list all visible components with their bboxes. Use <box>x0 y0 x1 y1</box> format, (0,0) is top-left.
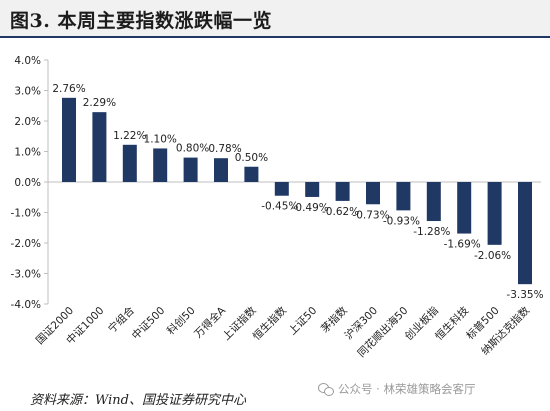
data-label: 1.22% <box>113 130 146 142</box>
data-label: -0.49% <box>292 202 329 214</box>
bar <box>366 182 380 205</box>
data-label: 0.80% <box>176 143 209 155</box>
bar <box>274 182 289 196</box>
y-tick-label: 0.0% <box>14 177 41 189</box>
y-tick-label: -4.0% <box>11 299 41 311</box>
data-label: 0.50% <box>235 152 268 164</box>
bar <box>518 182 532 285</box>
watermark: 公众号 · 林荣雄策略会客厅 <box>318 381 475 397</box>
category-label: 恒生科技 <box>432 304 471 343</box>
y-tick-label: 1.0% <box>14 147 41 159</box>
data-label: 1.10% <box>144 133 177 145</box>
y-tick-label: 3.0% <box>14 86 41 98</box>
figure-title: 图3. 本周主要指数涨跌幅一览 <box>10 10 272 32</box>
bar <box>153 148 168 182</box>
y-tick-label: 4.0% <box>14 55 41 67</box>
y-tick-label: -3.0% <box>11 269 41 281</box>
data-label: -0.45% <box>261 201 298 213</box>
data-label: -0.62% <box>322 206 359 218</box>
bar <box>426 182 441 222</box>
bar <box>305 182 320 197</box>
source-note: 资料来源：Wind、国投证券研究中心 <box>30 393 246 408</box>
data-label: -3.35% <box>506 289 543 301</box>
data-label: -1.28% <box>413 226 450 238</box>
data-label: 2.76% <box>52 83 85 95</box>
bar <box>457 182 472 234</box>
y-tick-label: -2.0% <box>11 238 41 250</box>
bar <box>335 182 350 201</box>
data-label: 2.29% <box>83 97 116 109</box>
wechat-icon <box>318 382 334 396</box>
category-label: 中证500 <box>129 304 167 342</box>
watermark-text: 公众号 · 林荣雄策略会客厅 <box>338 382 476 396</box>
bar <box>396 182 411 211</box>
data-label: -0.73% <box>352 209 389 221</box>
bar <box>487 182 502 245</box>
bar <box>92 112 107 182</box>
bar <box>183 157 198 182</box>
bar <box>62 97 76 182</box>
header-rule <box>0 36 550 38</box>
figure-header: 图3. 本周主要指数涨跌幅一览 <box>0 0 550 38</box>
y-tick-label: 2.0% <box>14 116 41 128</box>
bar <box>122 144 137 182</box>
data-label: -1.69% <box>444 239 481 251</box>
bar <box>244 166 259 182</box>
data-label: 0.78% <box>208 143 241 155</box>
bar <box>214 158 228 182</box>
category-label: 上证50 <box>287 305 320 338</box>
y-tick-label: -1.0% <box>11 208 41 220</box>
data-label: -0.93% <box>383 215 420 227</box>
data-label: -2.06% <box>474 250 511 262</box>
category-label: 恒生指数 <box>250 304 289 343</box>
